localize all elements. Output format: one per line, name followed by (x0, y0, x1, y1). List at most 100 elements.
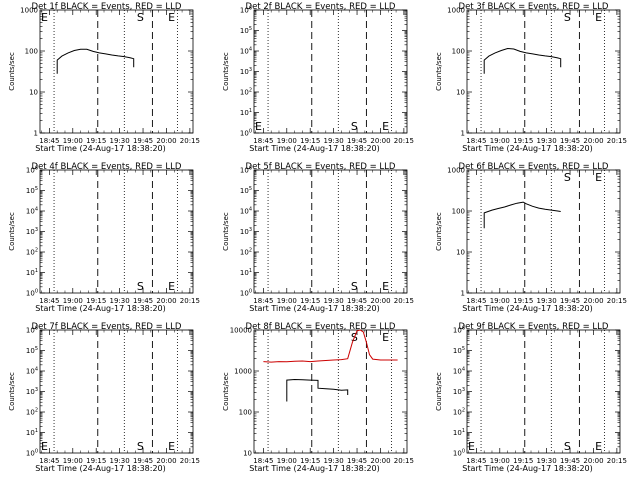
plot-frame (39, 169, 194, 294)
x-tick-label: 19:30 (110, 297, 130, 305)
y-tick-label: 104 (240, 207, 252, 216)
plot-frame (39, 329, 194, 454)
plot-frame (466, 169, 621, 294)
end-marker: E (595, 440, 602, 453)
y-tick-label: 101 (240, 268, 252, 277)
x-tick-label: 19:30 (110, 137, 130, 145)
x-tick-label: 19:30 (324, 297, 344, 305)
end-marker: E (382, 331, 389, 344)
plot-frame (253, 329, 408, 454)
end-marker: E (595, 11, 602, 24)
x-tick-label: 18:45 (466, 137, 486, 145)
x-tick-label: 19:15 (86, 137, 106, 145)
y-tick-label: 105 (453, 346, 465, 355)
x-axis-label: Start Time (24-Aug-17 18:38:20) (249, 304, 380, 313)
y-tick-label: 102 (26, 248, 38, 257)
y-tick-label: 100 (26, 289, 38, 298)
y-tick-label: 103 (26, 227, 38, 236)
x-tick-label: 19:00 (277, 297, 297, 305)
chart-panel-8: Det 8f BLACK = Events, RED = LLD 10 100 100… (222, 322, 414, 473)
y-tick-label: 106 (240, 6, 252, 15)
y-axis-label: Counts/sec (435, 52, 443, 91)
x-tick-label: 18:45 (253, 457, 273, 465)
y-tick-label: 10000 (230, 327, 252, 335)
y-tick-label: 100 (240, 289, 252, 298)
x-axis-label: Start Time (24-Aug-17 18:38:20) (462, 464, 593, 473)
chart-title: Det 3f BLACK = Events, RED = LLD (459, 2, 609, 12)
y-tick-label: 101 (240, 108, 252, 117)
x-tick-label: 19:30 (537, 297, 557, 305)
events-series-line (286, 378, 349, 402)
x-tick-label: 19:15 (513, 137, 533, 145)
y-tick-label: 1 (461, 130, 465, 138)
plot-frame (253, 9, 408, 134)
x-axis-label: Start Time (24-Aug-17 18:38:20) (35, 304, 166, 313)
x-tick-label: 20:00 (370, 137, 390, 145)
x-tick-label: 20:00 (583, 297, 603, 305)
plot-frame (466, 9, 621, 134)
x-tick-label: 20:15 (607, 137, 627, 145)
x-tick-label: 19:15 (86, 297, 106, 305)
y-tick-label: 1000 (234, 368, 252, 376)
x-tick-label: 20:15 (180, 137, 200, 145)
x-tick-label: 19:00 (277, 457, 297, 465)
chart-panel-9: Det 9f BLACK = Events, RED = LLD 100 101 10… (435, 322, 627, 473)
events-series-line (56, 48, 135, 74)
y-axis-label: Counts/sec (8, 372, 16, 411)
chart-title: Det 7f BLACK = Events, RED = LLD (32, 322, 182, 332)
x-tick-label: 18:45 (253, 297, 273, 305)
x-axis-label: Start Time (24-Aug-17 18:38:20) (462, 304, 593, 313)
y-tick-label: 103 (26, 387, 38, 396)
y-axis-label: Counts/sec (222, 372, 230, 411)
y-tick-label: 101 (26, 268, 38, 277)
x-tick-label: 19:30 (537, 457, 557, 465)
y-tick-label: 100 (26, 449, 38, 458)
x-tick-label: 18:45 (466, 297, 486, 305)
y-tick-label: 102 (453, 408, 465, 417)
x-tick-label: 20:15 (607, 297, 627, 305)
x-tick-label: 19:45 (560, 297, 580, 305)
x-tick-label: 19:45 (347, 137, 367, 145)
start-marker: S (137, 440, 144, 453)
y-tick-label: 106 (453, 326, 465, 335)
y-tick-label: 104 (453, 367, 465, 376)
x-tick-label: 19:15 (300, 137, 320, 145)
y-tick-label: 102 (240, 248, 252, 257)
x-tick-label: 19:15 (300, 297, 320, 305)
y-tick-label: 103 (453, 387, 465, 396)
start-marker: S (137, 11, 144, 24)
y-tick-label: 106 (26, 166, 38, 175)
y-tick-label: 104 (26, 207, 38, 216)
x-axis-label: Start Time (24-Aug-17 18:38:20) (249, 144, 380, 153)
chart-panel-1: Det 1f BLACK = Events, RED = LLD 1 10 100 10… (8, 2, 200, 153)
y-tick-label: 106 (26, 326, 38, 335)
x-tick-label: 20:00 (370, 457, 390, 465)
y-tick-label: 105 (26, 346, 38, 355)
x-tick-label: 19:45 (560, 137, 580, 145)
x-tick-label: 20:15 (607, 457, 627, 465)
x-tick-label: 18:45 (39, 297, 59, 305)
chart-title: Det 8f BLACK = Events, RED = LLD (246, 322, 396, 332)
start-marker: S (351, 280, 358, 293)
plot-frame (39, 9, 194, 134)
x-tick-label: 19:15 (513, 457, 533, 465)
end-marker: E (255, 120, 262, 133)
y-tick-label: 102 (240, 88, 252, 97)
end-marker: E (168, 280, 175, 293)
start-marker: S (351, 120, 358, 133)
y-tick-label: 105 (240, 26, 252, 35)
x-tick-label: 20:00 (156, 137, 176, 145)
chart-panel-4: Det 4f BLACK = Events, RED = LLD 100 101 10… (8, 162, 200, 313)
x-tick-label: 19:30 (110, 457, 130, 465)
x-tick-label: 19:30 (324, 457, 344, 465)
x-tick-label: 19:00 (277, 137, 297, 145)
x-tick-label: 19:00 (63, 137, 83, 145)
x-tick-label: 20:00 (583, 137, 603, 145)
y-axis-label: Counts/sec (8, 212, 16, 251)
chart-title: Det 1f BLACK = Events, RED = LLD (32, 2, 182, 12)
end-marker: E (41, 440, 48, 453)
x-tick-label: 18:45 (466, 457, 486, 465)
y-tick-label: 1000 (447, 167, 465, 175)
x-tick-label: 18:45 (253, 137, 273, 145)
